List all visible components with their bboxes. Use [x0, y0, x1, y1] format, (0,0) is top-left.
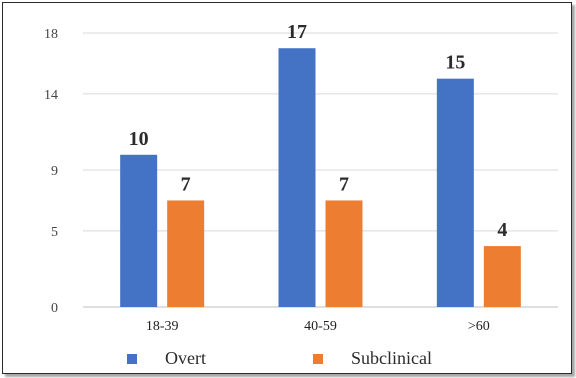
- chart-frame: 0 5 9 14 18 10 7 17 7 15 4 18-39 40-59 >60 Overt Su…: [2, 2, 572, 374]
- data-label-overt: 15: [445, 52, 465, 74]
- data-label-subclinical: 4: [497, 219, 507, 241]
- y-tick-label: 5: [51, 225, 58, 240]
- data-label-subclinical: 7: [339, 173, 349, 195]
- legend-item-subclinical: Subclinical: [313, 348, 432, 369]
- data-label-overt: 17: [287, 21, 307, 43]
- bar-chart: 0 5 9 14 18 10 7 17 7 15 4 18-39 40-59 >60: [44, 21, 558, 334]
- y-tick-label: 18: [44, 27, 58, 42]
- bar-subclinical: [325, 200, 363, 307]
- data-label-overt: 10: [129, 128, 149, 150]
- x-category-label: 18-39: [146, 319, 179, 334]
- legend: Overt Subclinical: [3, 348, 571, 372]
- data-label-subclinical: 7: [181, 173, 191, 195]
- bar-overt: [278, 48, 316, 307]
- bars: [120, 48, 521, 308]
- bar-overt: [436, 78, 474, 308]
- bar-subclinical: [167, 200, 205, 307]
- x-axis-categories: 18-39 40-59 >60: [146, 319, 490, 334]
- legend-swatch-subclinical: [313, 353, 323, 364]
- legend-label-subclinical: Subclinical: [351, 348, 432, 368]
- grid-lines: [83, 32, 558, 308]
- legend-label-overt: Overt: [165, 348, 206, 368]
- y-axis-ticks: 0 5 9 14 18: [44, 27, 58, 316]
- bar-subclinical: [483, 246, 521, 307]
- legend-item-overt: Overt: [127, 348, 206, 369]
- data-labels: 10 7 17 7 15 4: [129, 21, 508, 241]
- y-tick-label: 0: [51, 301, 58, 316]
- legend-swatch-overt: [127, 353, 137, 364]
- y-tick-label: 14: [44, 88, 58, 103]
- bar-overt: [120, 154, 158, 307]
- x-category-label: 40-59: [304, 319, 337, 334]
- y-tick-label: 9: [51, 164, 58, 179]
- x-category-label: >60: [468, 319, 490, 334]
